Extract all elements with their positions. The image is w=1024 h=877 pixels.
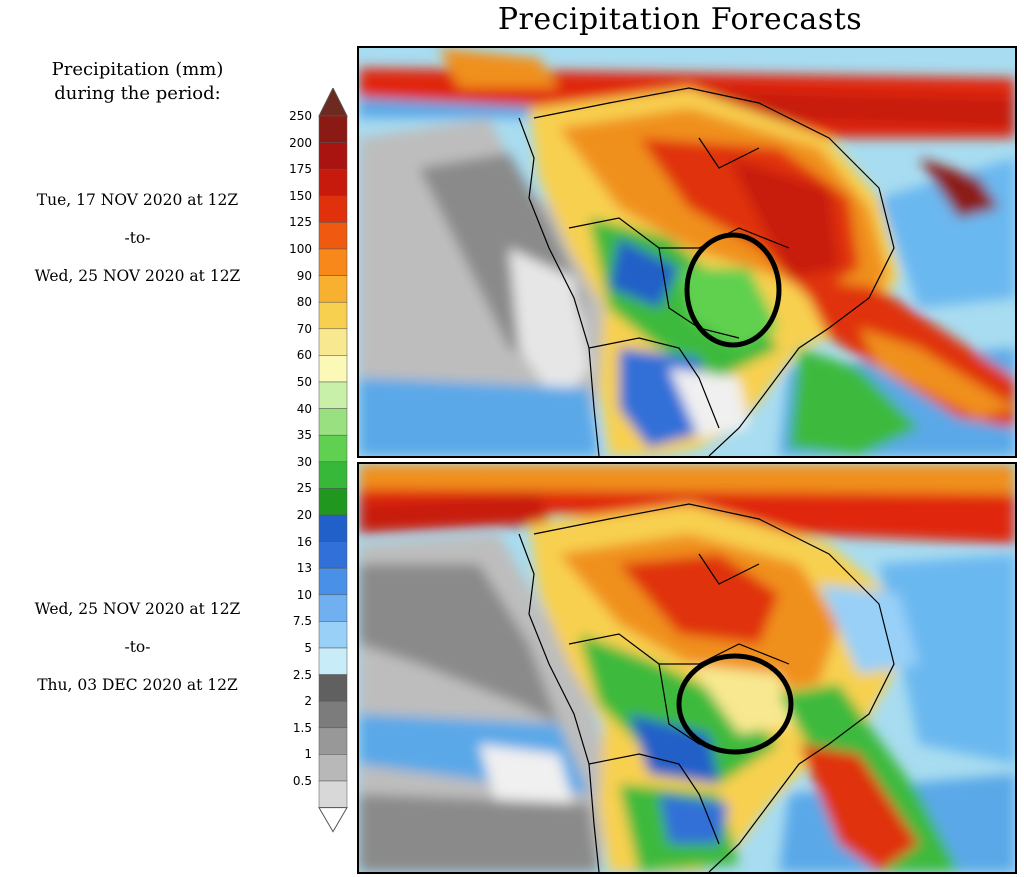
colorbar-tick-label: 50 [296, 375, 312, 389]
colorbar-tick-label: 10 [296, 587, 312, 602]
colorbar-tick-label: 60 [296, 348, 312, 363]
colorbar-segment [318, 727, 348, 755]
colorbar-tick-label: 2.5 [292, 667, 312, 682]
colorbar-tick-label: 90 [296, 268, 312, 283]
colorbar-segment [318, 408, 348, 436]
precipitation-colorbar [318, 88, 348, 833]
period-2-start: Wed, 25 NOV 2020 at 12Z [34, 600, 241, 618]
colorbar-segment [318, 541, 348, 569]
colorbar-tick-label: 1.5 [292, 720, 312, 735]
colorbar-top-arrow [318, 88, 348, 117]
highlight-circle [676, 653, 794, 755]
colorbar-tick-label: 150 [289, 188, 312, 203]
period-1-end: Wed, 25 NOV 2020 at 12Z [34, 267, 241, 285]
forecast-map-week2 [357, 462, 1017, 874]
forecast-map-week1 [357, 46, 1017, 458]
colorbar-bottom-arrow [318, 807, 348, 833]
colorbar-segment [318, 301, 348, 330]
map-week2-svg [359, 464, 1015, 872]
highlight-circle [684, 232, 782, 348]
colorbar-tick-label: 80 [296, 295, 312, 310]
colorbar-segment [318, 700, 348, 729]
colorbar-segment [318, 434, 348, 463]
colorbar-tick-label: 125 [289, 215, 312, 230]
colorbar-segment [318, 115, 348, 143]
colorbar-tick-label: 70 [296, 321, 312, 336]
colorbar-tick-label: 200 [289, 135, 312, 150]
colorbar-tick-label: 250 [289, 109, 312, 123]
colorbar-tick-label: 0.5 [292, 774, 312, 788]
legend-title-line2: during the period: [54, 83, 221, 104]
colorbar-segment [318, 514, 348, 542]
colorbar-segment [318, 248, 348, 276]
colorbar-segment [318, 381, 348, 409]
colorbar-tick-label: 40 [296, 401, 312, 416]
colorbar-segment [318, 222, 348, 250]
colorbar-segment [318, 461, 348, 489]
colorbar-tick-label: 2 [304, 694, 312, 709]
colorbar-tick-label: 1 [304, 747, 312, 762]
period-2: Wed, 25 NOV 2020 at 12Z -to- Thu, 03 DEC… [5, 590, 270, 704]
colorbar-tick-label: 35 [296, 428, 312, 443]
colorbar-tick-label: 13 [296, 561, 312, 576]
period-1: Tue, 17 NOV 2020 at 12Z -to- Wed, 25 NOV… [5, 181, 270, 295]
colorbar-tick-label: 175 [289, 162, 312, 177]
colorbar-segment [318, 674, 348, 702]
map-week1-svg [359, 48, 1015, 456]
period-1-start: Tue, 17 NOV 2020 at 12Z [36, 191, 239, 209]
colorbar-segment [318, 195, 348, 223]
map-borders [518, 87, 895, 456]
period-1-sep: -to- [124, 229, 151, 247]
colorbar-segment [318, 621, 348, 649]
colorbar-segment [318, 168, 348, 197]
colorbar-segment [318, 754, 348, 782]
period-2-end: Thu, 03 DEC 2020 at 12Z [37, 676, 238, 694]
colorbar-segment [318, 142, 348, 170]
colorbar-tick-label: 16 [296, 534, 312, 549]
colorbar-tick-label: 30 [296, 454, 312, 469]
legend-title: Precipitation (mm) during the period: [10, 58, 265, 106]
colorbar-segment [318, 567, 348, 596]
colorbar-tick-label: 20 [296, 508, 312, 522]
period-2-sep: -to- [124, 638, 151, 656]
colorbar-tick-label: 7.5 [292, 614, 312, 629]
colorbar-segment [318, 328, 348, 356]
legend-title-line1: Precipitation (mm) [51, 59, 224, 80]
colorbar-segment [318, 355, 348, 383]
colorbar-segment [318, 647, 348, 675]
colorbar-tick-label: 25 [296, 481, 312, 496]
colorbar-segment [318, 275, 348, 303]
page-title: Precipitation Forecasts [497, 2, 863, 37]
colorbar-segment [318, 488, 348, 516]
colorbar-segment [318, 594, 348, 622]
colorbar-segment [318, 780, 348, 808]
colorbar-tick-label: 5 [304, 641, 312, 655]
colorbar-tick-label: 100 [289, 242, 312, 256]
